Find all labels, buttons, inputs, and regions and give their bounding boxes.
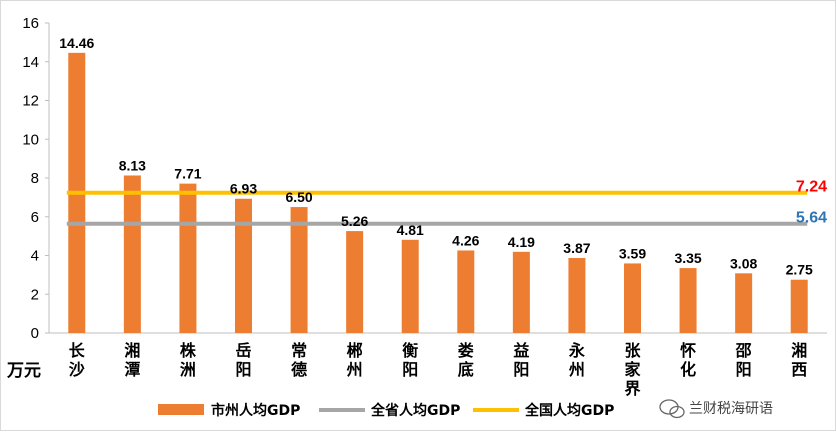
y-tick-label: 14	[22, 54, 39, 71]
reference-line-label: 7.24	[796, 179, 827, 196]
bar-value-label: 7.71	[174, 166, 201, 182]
y-tick-label: 16	[22, 15, 39, 32]
axes: 0 2 4 6 8 10 12 14 16	[22, 15, 827, 342]
bar-怀化	[679, 268, 697, 333]
bar-value-label: 6.50	[285, 189, 312, 205]
bar-邵阳	[735, 273, 753, 333]
reference-lines: 5.64 7.24	[66, 179, 827, 227]
bar-娄底	[457, 250, 475, 333]
bar-value-label: 3.59	[619, 245, 646, 261]
bar-value-label: 4.26	[452, 232, 479, 248]
legend-label: 市州人均GDP	[211, 402, 300, 419]
watermark-text: 兰财税海研语	[689, 401, 773, 417]
y-tick-label: 10	[22, 131, 39, 148]
bar-value-label: 8.13	[119, 157, 146, 173]
unit-label: 万元	[6, 361, 41, 381]
bar-value-label: 3.87	[563, 240, 590, 256]
bar-value-label: 4.81	[397, 222, 424, 238]
y-tick-label: 8	[31, 170, 39, 187]
category-label: 邵阳	[735, 341, 752, 379]
legend-swatch-bar	[158, 404, 204, 415]
bar-value-label: 14.46	[59, 35, 94, 51]
category-label: 长沙	[69, 341, 86, 379]
category-label: 岳阳	[235, 341, 251, 379]
category-label: 株洲	[180, 341, 197, 379]
category-label: 湘西	[791, 341, 807, 379]
y-tick-label: 0	[31, 325, 39, 342]
y-tick-label: 2	[31, 286, 39, 303]
category-label: 湘潭	[124, 341, 140, 379]
reference-line-label: 5.64	[796, 210, 827, 227]
wechat-bubble	[669, 405, 685, 419]
bar-value-label: 2.75	[786, 262, 813, 278]
legend: 市州人均GDP 全省人均GDP 全国人均GDP	[158, 402, 614, 419]
bar-value-label: 4.19	[508, 234, 535, 250]
bar-value-label: 3.08	[730, 255, 757, 271]
legend-label: 全省人均GDP	[370, 402, 460, 419]
bar-value-label: 3.35	[674, 250, 701, 266]
bar-郴州	[346, 231, 364, 333]
category-label: 益阳	[513, 341, 529, 379]
y-tick-label: 6	[31, 209, 39, 226]
category-label: 永州	[568, 341, 585, 379]
category-label: 郴州	[346, 341, 363, 379]
data-labels: 14.46 8.13 7.71 6.93 6.50 5.26 4.81 4.26 4.19 3.8…	[59, 35, 813, 278]
category-label: 衡阳	[402, 341, 418, 379]
bar-益阳	[512, 251, 530, 333]
bar-湘潭	[123, 175, 141, 333]
y-tick-label: 4	[31, 248, 39, 265]
legend-label: 全国人均GDP	[524, 402, 614, 419]
wechat-icon	[659, 399, 685, 419]
bar-岳阳	[235, 198, 252, 333]
bar-value-label: 5.26	[341, 213, 368, 229]
category-label: 常德	[291, 341, 307, 379]
category-label: 怀化	[680, 341, 696, 379]
category-label: 娄底	[458, 341, 474, 379]
bar-张家界	[624, 263, 641, 333]
bar-value-label: 6.93	[230, 181, 257, 197]
bar-株洲	[179, 183, 197, 333]
bar-湘西	[790, 279, 808, 333]
watermark: 兰财税海研语	[659, 399, 773, 419]
y-tick-label: 12	[22, 93, 39, 110]
category-label: 张家界	[624, 341, 641, 398]
bar-衡阳	[401, 239, 419, 333]
bar-常德	[290, 207, 308, 333]
bar-永州	[568, 258, 586, 333]
